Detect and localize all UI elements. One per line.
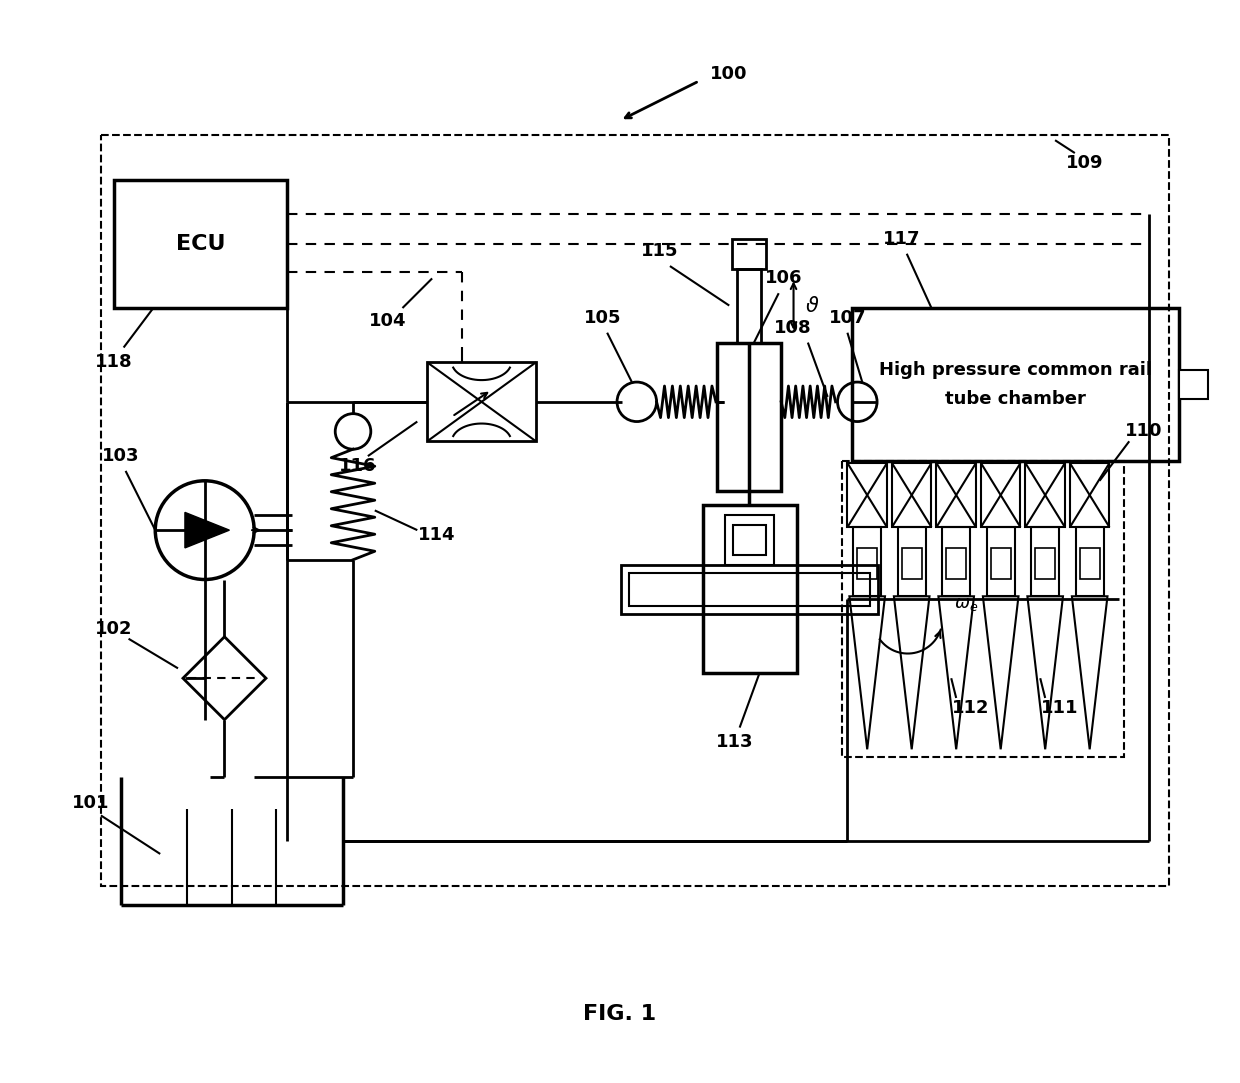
Text: 115: 115 <box>641 243 678 260</box>
Text: 108: 108 <box>774 318 812 337</box>
Bar <box>732 239 766 269</box>
Text: FIG. 1: FIG. 1 <box>584 1004 656 1023</box>
Text: 106: 106 <box>765 270 802 287</box>
Text: 114: 114 <box>418 526 456 544</box>
Bar <box>1070 464 1110 527</box>
Bar <box>857 548 877 579</box>
Text: 102: 102 <box>95 619 133 638</box>
Bar <box>100 135 1169 886</box>
Bar <box>703 506 796 674</box>
Text: tube chamber: tube chamber <box>945 390 1086 408</box>
Bar <box>1032 527 1059 597</box>
Bar <box>428 363 536 441</box>
Bar <box>946 548 966 579</box>
Bar <box>901 548 921 579</box>
Text: 118: 118 <box>95 353 133 371</box>
Bar <box>842 461 1125 757</box>
Text: 109: 109 <box>1066 154 1104 172</box>
Polygon shape <box>185 512 229 548</box>
Bar <box>733 525 766 554</box>
Text: 117: 117 <box>883 230 920 248</box>
Text: High pressure common rail: High pressure common rail <box>879 361 1152 379</box>
Text: 101: 101 <box>72 794 110 811</box>
Text: 113: 113 <box>715 733 754 752</box>
Text: 100: 100 <box>711 65 748 83</box>
Text: 110: 110 <box>1126 422 1163 441</box>
Text: 105: 105 <box>584 309 621 327</box>
Bar <box>621 564 878 614</box>
Bar <box>991 548 1011 579</box>
Bar <box>852 308 1179 461</box>
Text: 116: 116 <box>340 457 377 475</box>
Bar <box>737 269 761 342</box>
Bar <box>1076 527 1104 597</box>
Bar <box>1025 464 1065 527</box>
Text: 112: 112 <box>952 699 990 717</box>
Text: 111: 111 <box>1042 699 1079 717</box>
Bar <box>717 342 781 491</box>
Text: ECU: ECU <box>176 234 224 253</box>
Bar <box>1080 548 1100 579</box>
Text: 104: 104 <box>368 312 407 330</box>
Text: 103: 103 <box>102 447 139 465</box>
Bar <box>114 180 286 308</box>
Bar <box>942 527 970 597</box>
Bar <box>1179 369 1208 400</box>
Bar <box>629 573 870 606</box>
Text: 107: 107 <box>828 309 867 327</box>
Bar <box>847 464 887 527</box>
Bar <box>981 464 1021 527</box>
Bar <box>987 527 1014 597</box>
Bar <box>853 527 882 597</box>
Bar <box>1035 548 1055 579</box>
Bar <box>898 527 925 597</box>
Bar <box>725 516 774 564</box>
Bar <box>892 464 931 527</box>
Bar <box>936 464 976 527</box>
Text: $\vartheta$: $\vartheta$ <box>806 296 820 315</box>
Text: $\omega_e$: $\omega_e$ <box>955 596 978 613</box>
